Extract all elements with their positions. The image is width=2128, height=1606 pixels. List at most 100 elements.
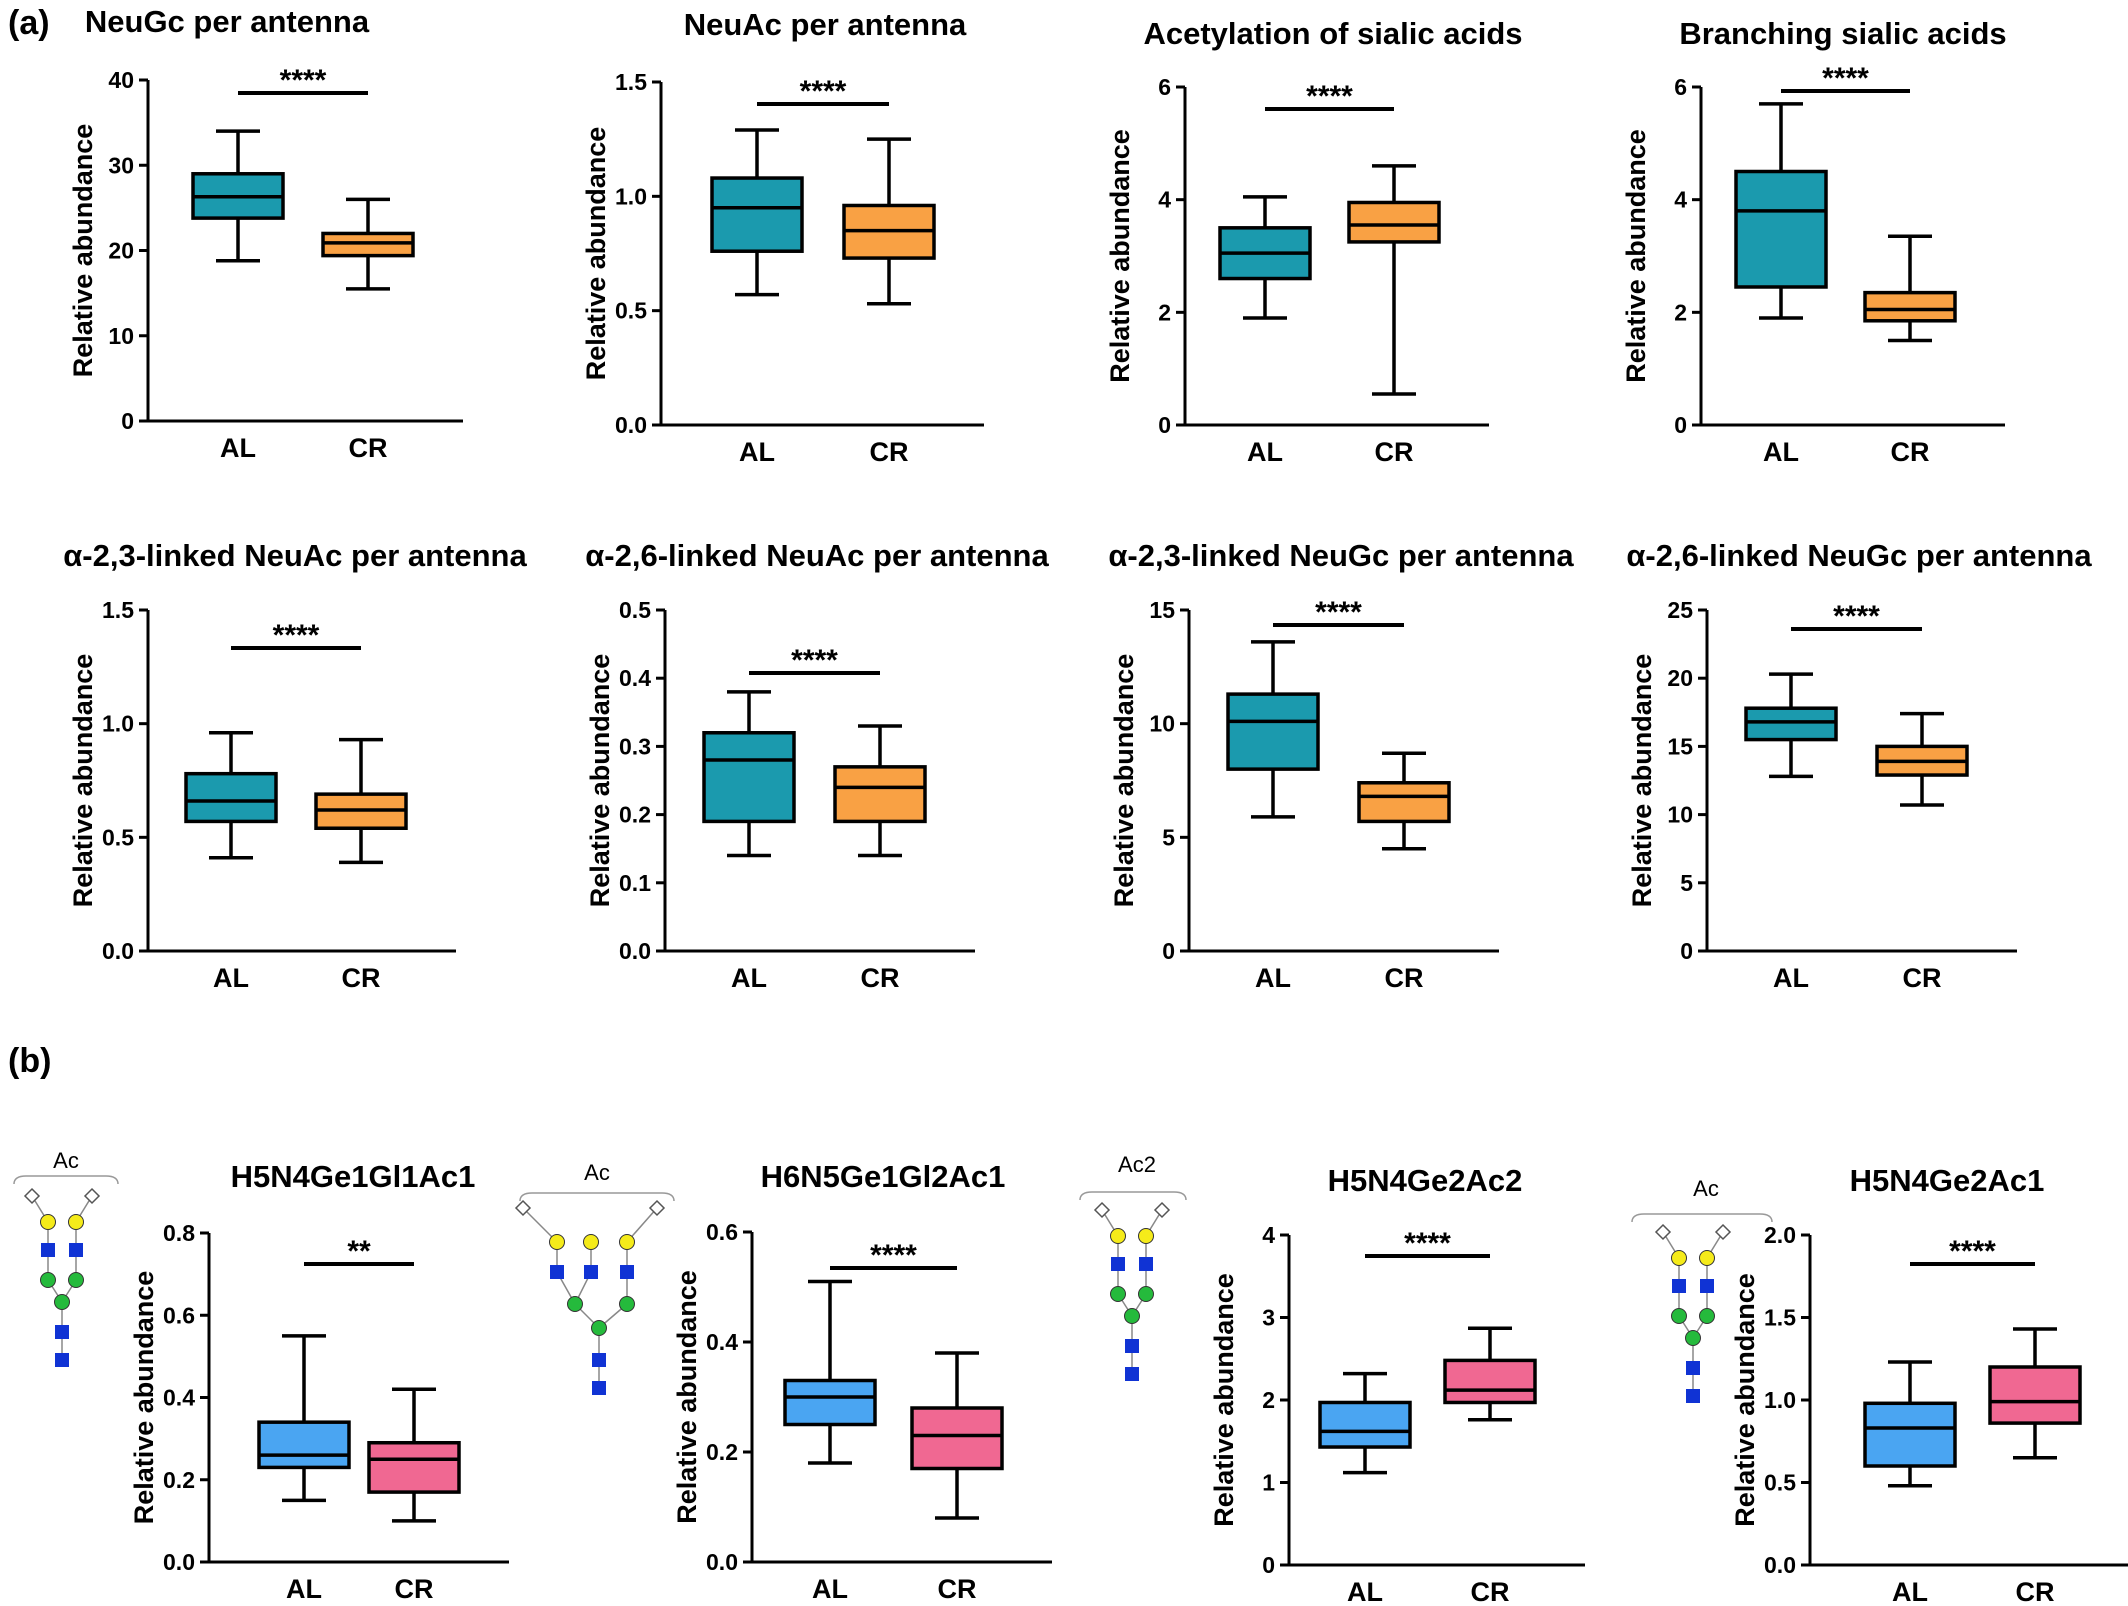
y-tick-label: 0.4 bbox=[706, 1329, 738, 1355]
galactose-symbol bbox=[1699, 1250, 1715, 1266]
significance-bracket: **** bbox=[1791, 600, 1922, 633]
glcnac-symbol bbox=[1125, 1339, 1139, 1353]
significance-bracket: **** bbox=[238, 64, 368, 97]
y-tick-label: 1.0 bbox=[102, 711, 134, 737]
sialic-acid-symbol bbox=[83, 1187, 101, 1205]
y-axis-label: Relative abundance bbox=[585, 654, 615, 908]
glcnac-symbol bbox=[1672, 1279, 1686, 1293]
x-category-label: AL bbox=[1347, 1577, 1383, 1606]
galactose-symbol bbox=[40, 1214, 56, 1230]
significance-bracket: ** bbox=[304, 1235, 414, 1268]
chart-title: H5N4Ge2Ac2 bbox=[1328, 1163, 1523, 1198]
glcnac-symbol bbox=[1686, 1389, 1700, 1403]
box-cr bbox=[1443, 1326, 1537, 1422]
box-al bbox=[710, 128, 804, 297]
iqr-box bbox=[833, 765, 927, 824]
iqr-box bbox=[257, 1420, 351, 1470]
glycan-structure: Ac2 bbox=[1079, 1152, 1187, 1381]
mannose-symbol bbox=[68, 1272, 84, 1288]
glycan-structure: Ac bbox=[13, 1148, 119, 1367]
y-tick-label: 0.0 bbox=[102, 938, 134, 964]
panel-label-b: (b) bbox=[8, 1042, 51, 1080]
galactose-symbol bbox=[583, 1234, 599, 1250]
x-category-label: CR bbox=[1385, 963, 1424, 993]
acetyl-brace bbox=[1079, 1191, 1187, 1201]
sialic-acid-symbol bbox=[514, 1199, 532, 1217]
galactose-symbol bbox=[68, 1214, 84, 1230]
glcnac-symbol bbox=[1125, 1367, 1139, 1381]
box-al bbox=[1734, 102, 1828, 320]
x-category-label: AL bbox=[731, 963, 767, 993]
y-axis-label: Relative abundance bbox=[1209, 1273, 1239, 1527]
y-tick-label: 0.0 bbox=[615, 412, 647, 438]
glcnac-symbol bbox=[620, 1265, 634, 1279]
box-al bbox=[257, 1334, 351, 1503]
galactose-symbol bbox=[549, 1234, 565, 1250]
y-tick-label: 0.0 bbox=[706, 1549, 738, 1575]
sialic-acid-symbol bbox=[1093, 1201, 1111, 1219]
y-tick-label: 0 bbox=[1262, 1552, 1275, 1578]
y-tick-label: 4 bbox=[1674, 187, 1687, 213]
mannose-symbol bbox=[1685, 1330, 1701, 1346]
y-tick-label: 0 bbox=[1158, 412, 1171, 438]
box-cr bbox=[1988, 1327, 2082, 1460]
significance-bracket: **** bbox=[749, 644, 880, 677]
y-tick-label: 0.1 bbox=[619, 870, 651, 896]
iqr-box bbox=[910, 1406, 1004, 1471]
iqr-box bbox=[783, 1378, 877, 1427]
box-cr bbox=[842, 137, 936, 306]
galactose-symbol bbox=[619, 1234, 635, 1250]
x-category-label: AL bbox=[286, 1574, 322, 1604]
mannose-symbol bbox=[54, 1294, 70, 1310]
galactose-symbol bbox=[1110, 1228, 1126, 1244]
mannose-symbol bbox=[40, 1272, 56, 1288]
y-tick-label: 0.4 bbox=[163, 1385, 195, 1411]
galactose-symbol bbox=[1671, 1250, 1687, 1266]
x-category-label: AL bbox=[812, 1574, 848, 1604]
chart-title: H6N5Ge1Gl2Ac1 bbox=[761, 1159, 1006, 1194]
significance-bracket: **** bbox=[1265, 80, 1394, 113]
y-tick-label: 0 bbox=[121, 408, 134, 434]
boxplot-chart: α-2,3-linked NeuGc per antenna Relative a… bbox=[1108, 538, 1574, 993]
y-tick-label: 0.6 bbox=[706, 1219, 738, 1245]
y-tick-label: 0.2 bbox=[706, 1439, 738, 1465]
y-tick-label: 0.2 bbox=[619, 802, 651, 828]
boxplot-chart: α-2,6-linked NeuGc per antenna Relative a… bbox=[1626, 538, 2092, 993]
glycan-structure: Ac bbox=[514, 1160, 675, 1395]
boxplot-chart: NeuGc per antenna Relative abundance 0 10 20… bbox=[68, 4, 463, 463]
boxplot-chart: α-2,6-linked NeuAc per antenna Relative a… bbox=[585, 538, 1050, 993]
y-axis-label: Relative abundance bbox=[1621, 129, 1651, 383]
sialic-acid-symbol bbox=[23, 1187, 41, 1205]
box-al bbox=[1218, 195, 1312, 320]
x-category-label: AL bbox=[1892, 1577, 1928, 1606]
y-tick-label: 20 bbox=[1667, 665, 1693, 691]
y-tick-label: 5 bbox=[1162, 824, 1175, 850]
box-al bbox=[191, 129, 285, 263]
x-category-label: AL bbox=[1773, 963, 1809, 993]
y-tick-label: 30 bbox=[108, 152, 134, 178]
chart-title: NeuGc per antenna bbox=[85, 4, 370, 39]
chart-title: Branching sialic acids bbox=[1679, 16, 2006, 51]
significance-stars: **** bbox=[1833, 600, 1880, 633]
box-al bbox=[1744, 672, 1838, 779]
glcnac-symbol bbox=[592, 1381, 606, 1395]
iqr-box bbox=[1744, 706, 1838, 742]
significance-stars: **** bbox=[1306, 80, 1353, 113]
mannose-symbol bbox=[1124, 1308, 1140, 1324]
boxplot-chart: NeuAc per antenna Relative abundance 0.0 0.… bbox=[581, 7, 984, 467]
y-tick-label: 2 bbox=[1262, 1387, 1275, 1413]
y-tick-label: 0.3 bbox=[619, 733, 651, 759]
mannose-symbol bbox=[567, 1296, 583, 1312]
iqr-box bbox=[710, 176, 804, 253]
significance-stars: **** bbox=[870, 1239, 917, 1272]
significance-bracket: **** bbox=[1910, 1235, 2035, 1268]
boxplot-chart: α-2,3-linked NeuAc per antenna Relative a… bbox=[63, 538, 527, 993]
box-cr bbox=[833, 724, 927, 858]
iqr-box bbox=[1226, 692, 1320, 771]
significance-stars: **** bbox=[1822, 62, 1869, 95]
glcnac-symbol bbox=[69, 1243, 83, 1257]
mannose-symbol bbox=[1138, 1286, 1154, 1302]
